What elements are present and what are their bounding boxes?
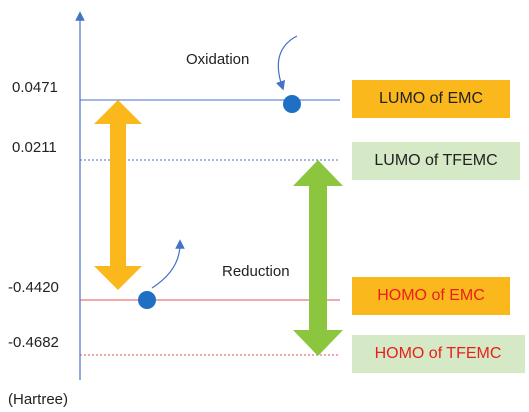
level-label: -0.4420 xyxy=(8,279,59,296)
gap-arrow xyxy=(293,160,343,356)
level-box xyxy=(352,277,510,315)
level-box xyxy=(352,80,510,118)
gap-arrow xyxy=(94,100,142,290)
curved-arrow xyxy=(151,239,185,289)
electron xyxy=(283,95,301,113)
level-label: 0.0211 xyxy=(12,139,57,156)
level-box xyxy=(352,335,525,373)
annotation: Reduction xyxy=(222,263,290,280)
annotation: Oxidation xyxy=(186,51,249,68)
box-label: HOMO of TFEMC xyxy=(375,345,502,362)
box-label: LUMO of EMC xyxy=(379,90,483,107)
level-label: -0.4682 xyxy=(8,334,59,351)
box-label: LUMO of TFEMC xyxy=(374,152,497,169)
box-label: HOMO of EMC xyxy=(377,287,485,304)
level-box xyxy=(352,142,520,180)
electron xyxy=(138,291,156,309)
level-label: 0.0471 xyxy=(12,79,58,96)
axis-unit: (Hartree) xyxy=(8,391,68,408)
curved-arrow xyxy=(275,35,298,91)
